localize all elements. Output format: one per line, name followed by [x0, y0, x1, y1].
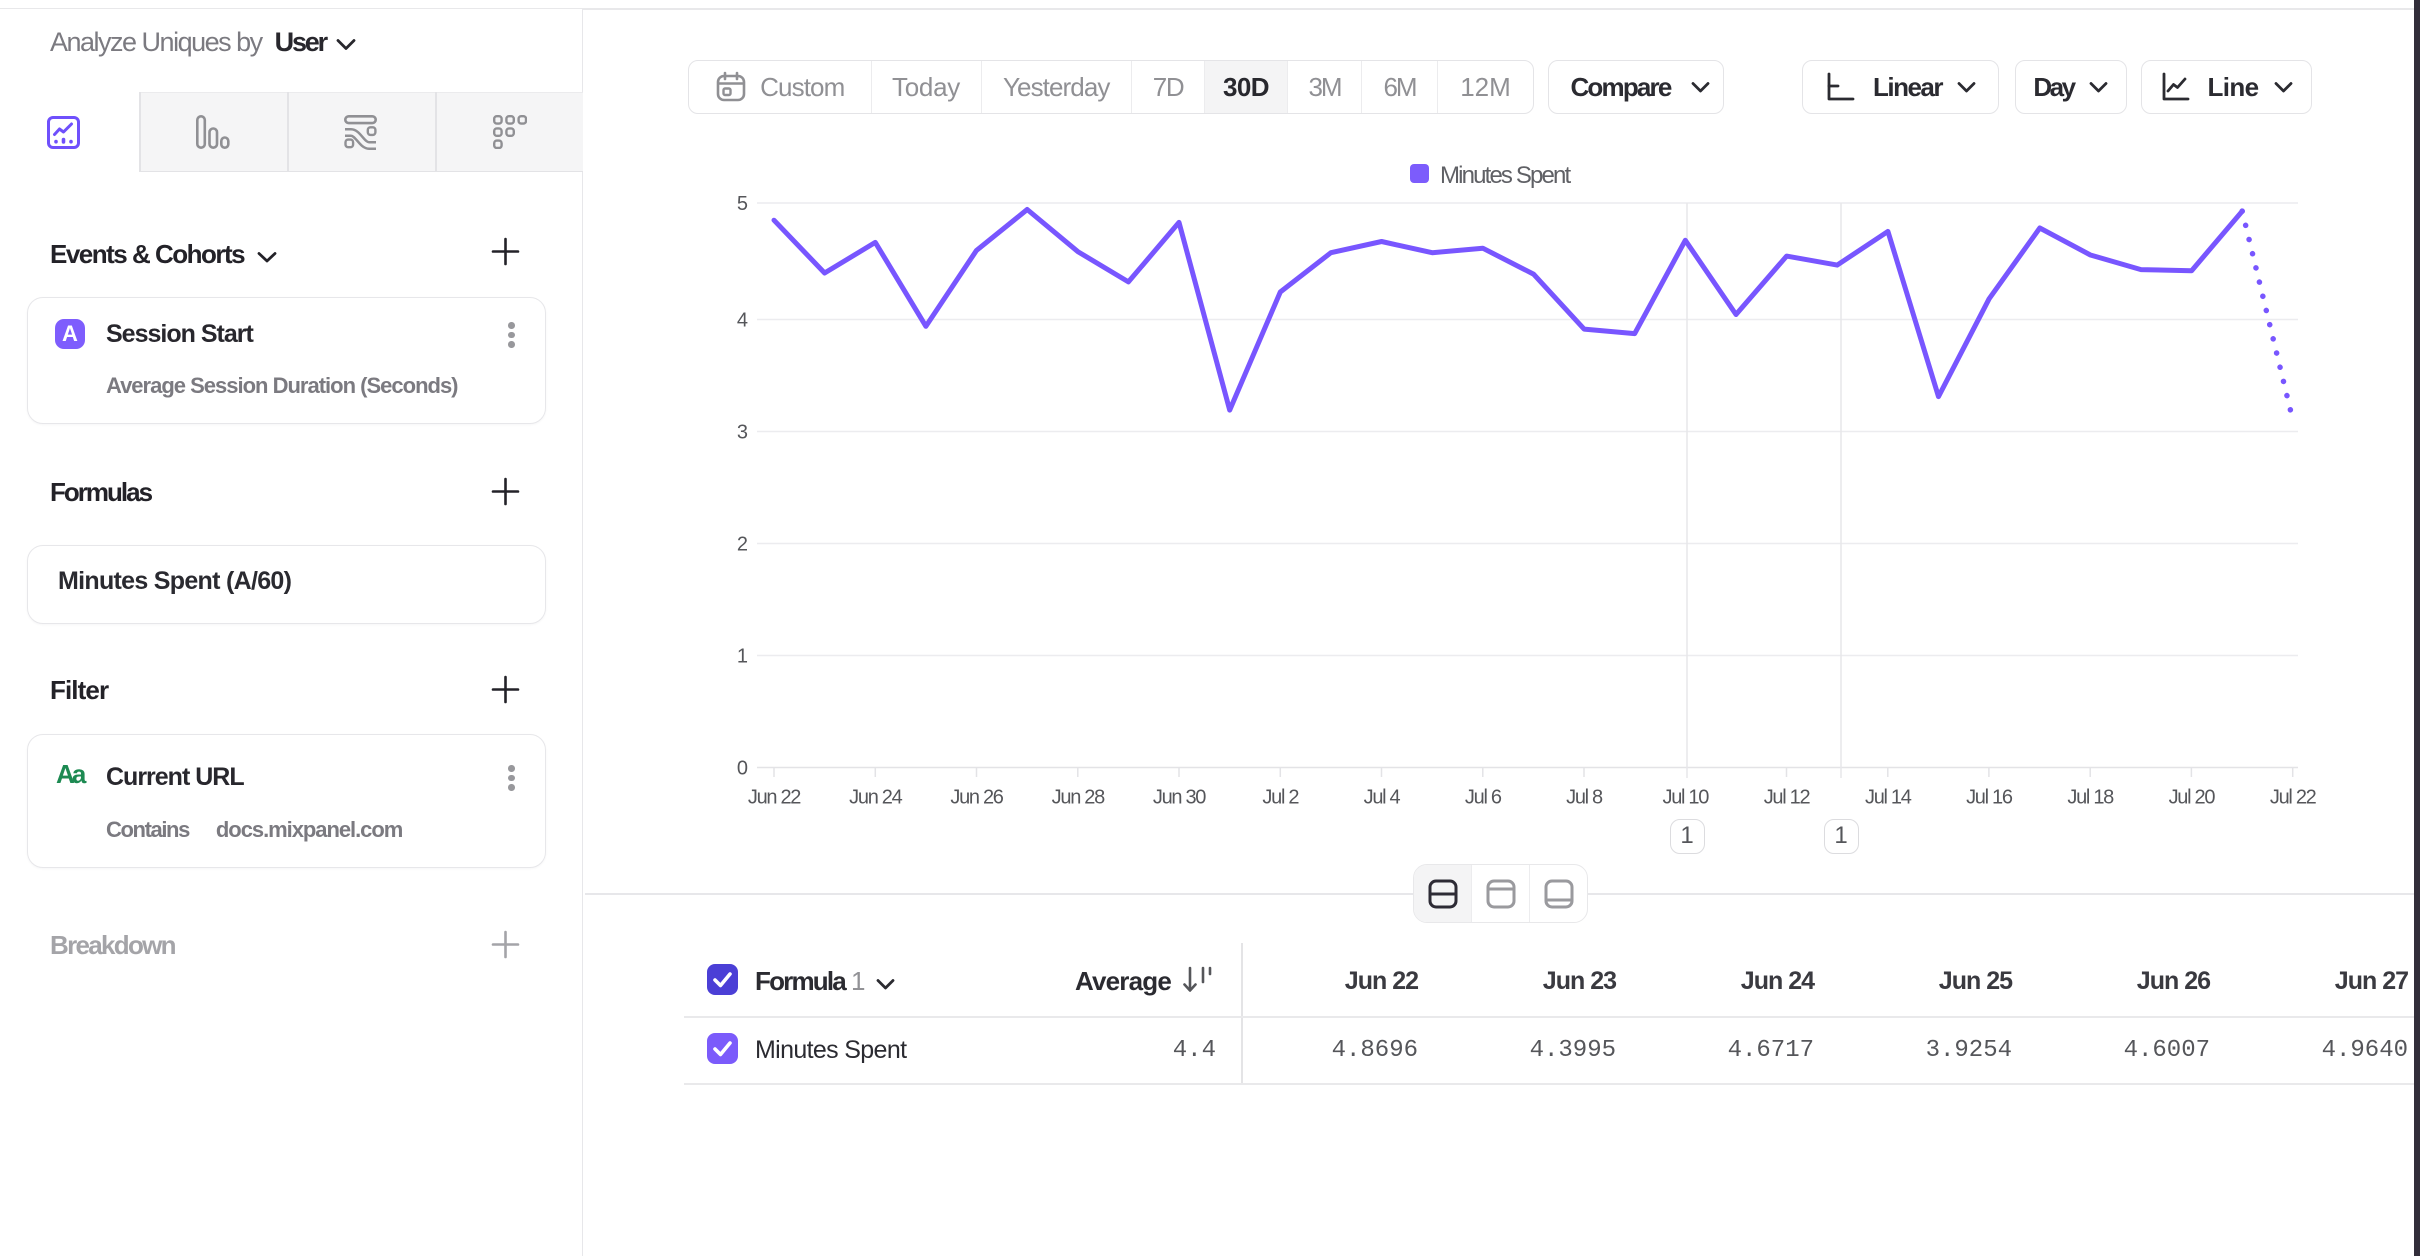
svg-text:Jul 14: Jul 14: [1865, 787, 1912, 809]
svg-text:0: 0: [737, 758, 748, 780]
svg-text:Jun 30: Jun 30: [1153, 787, 1206, 809]
svg-text:2: 2: [737, 534, 748, 556]
svg-text:Jul 20: Jul 20: [2169, 787, 2216, 809]
svg-text:4: 4: [737, 310, 748, 332]
svg-text:1: 1: [737, 646, 748, 668]
svg-text:Jul 6: Jul 6: [1465, 787, 1502, 809]
svg-text:Jul 10: Jul 10: [1663, 787, 1710, 809]
svg-text:Jul 4: Jul 4: [1364, 787, 1401, 809]
svg-text:Jul 16: Jul 16: [1966, 787, 2013, 809]
svg-text:Jul 18: Jul 18: [2067, 787, 2114, 809]
svg-text:Jul 2: Jul 2: [1262, 787, 1299, 809]
svg-text:Jun 28: Jun 28: [1052, 787, 1105, 809]
svg-text:Jun 26: Jun 26: [950, 787, 1003, 809]
svg-text:Jul 22: Jul 22: [2270, 787, 2317, 809]
svg-text:Jul 12: Jul 12: [1764, 787, 1811, 809]
svg-text:Jun 24: Jun 24: [849, 787, 902, 809]
svg-text:Jul 8: Jul 8: [1566, 787, 1603, 809]
svg-text:Jun 22: Jun 22: [748, 787, 801, 809]
svg-text:5: 5: [737, 193, 748, 215]
svg-text:3: 3: [737, 422, 748, 444]
